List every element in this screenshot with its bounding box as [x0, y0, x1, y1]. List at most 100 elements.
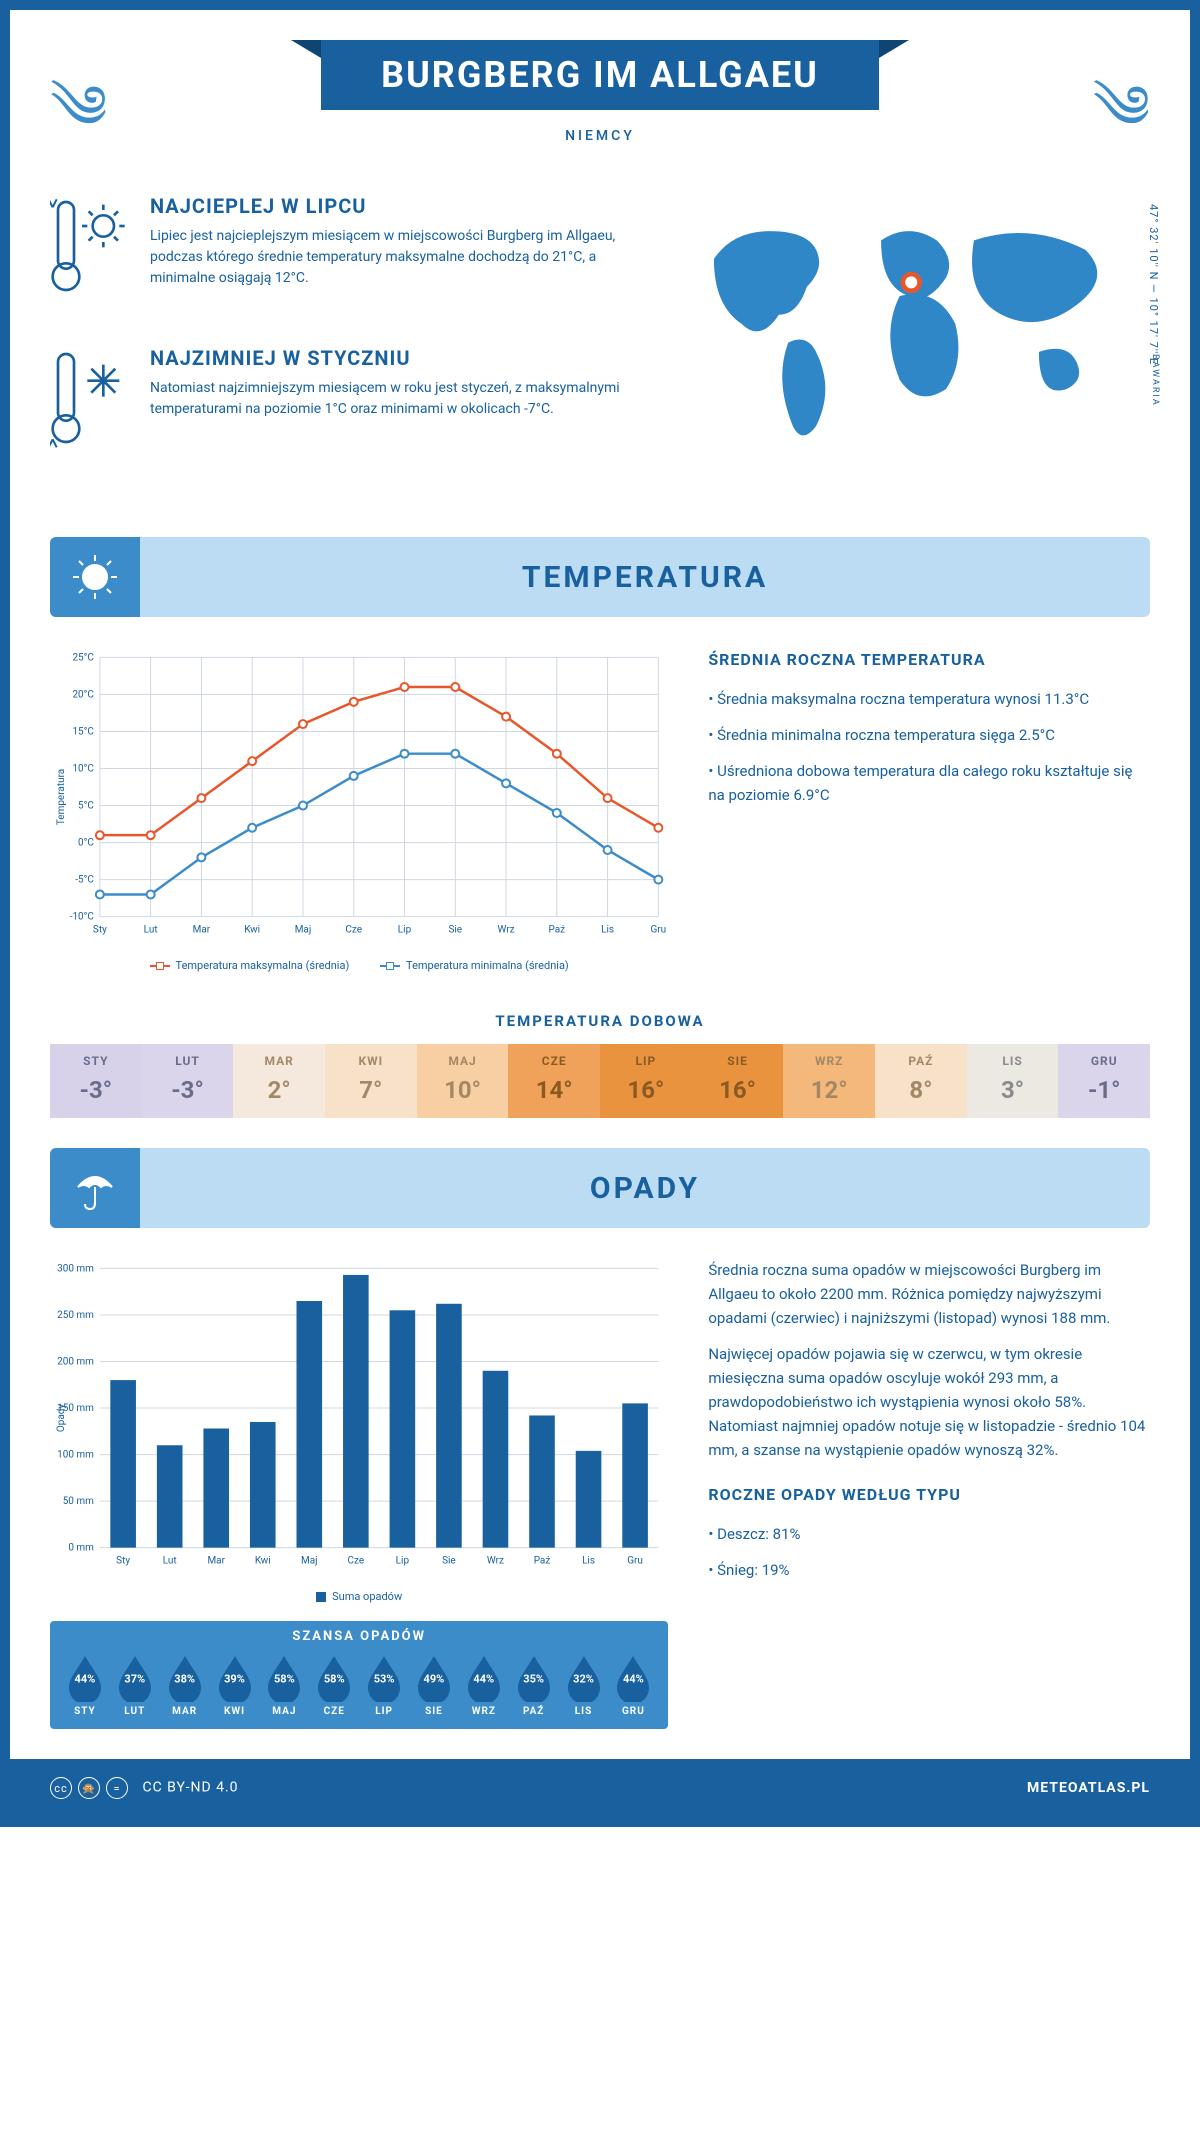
- svg-text:250 mm: 250 mm: [57, 1310, 94, 1321]
- svg-text:Wrz: Wrz: [487, 1556, 504, 1567]
- cold-fact-body: Natomiast najzimniejszym miesiącem w rok…: [150, 378, 628, 420]
- svg-text:Sty: Sty: [93, 925, 107, 936]
- wind-icon: ༄: [50, 40, 107, 209]
- daily-cell: WRZ12°: [783, 1044, 875, 1118]
- precip-title: OPADY: [140, 1171, 1150, 1206]
- daily-temp-grid: STY-3°LUT-3°MAR2°KWI7°MAJ10°CZE14°LIP16°…: [50, 1044, 1150, 1118]
- daily-temp-title: TEMPERATURA DOBOWA: [10, 1012, 1190, 1030]
- temperature-line-chart: -10°C -5°C 0°C 5°C 10°C 15°C 20°C 25°C Sty Lut Mar…: [50, 647, 668, 947]
- svg-text:Lut: Lut: [144, 925, 158, 936]
- temperature-title: TEMPERATURA: [140, 560, 1150, 595]
- chance-drop: 39%KWI: [210, 1654, 260, 1717]
- thermometer-snow-icon: [50, 346, 130, 468]
- svg-text:Mar: Mar: [207, 1556, 225, 1567]
- svg-text:Mar: Mar: [193, 925, 211, 936]
- svg-text:Lis: Lis: [582, 1556, 595, 1567]
- svg-text:Sty: Sty: [116, 1556, 130, 1567]
- cold-fact: NAJZIMNIEJ W STYCZNIU Natomiast najzimni…: [50, 346, 628, 468]
- svg-text:Opady: Opady: [56, 1404, 67, 1433]
- world-map: [668, 194, 1150, 454]
- facts-column: NAJCIEPLEJ W LIPCU Lipiec jest najcieple…: [50, 194, 628, 497]
- by-icon: 🙊: [78, 1777, 100, 1799]
- svg-text:0°C: 0°C: [78, 838, 94, 849]
- site-name: METEOATLAS.PL: [1027, 1780, 1150, 1796]
- svg-text:5°C: 5°C: [78, 801, 94, 812]
- coordinates: 47° 32' 10'' N — 10° 17' 7'' E: [1147, 204, 1160, 365]
- daily-cell: PAŹ8°: [875, 1044, 967, 1118]
- svg-text:15°C: 15°C: [72, 727, 94, 738]
- chance-title: SZANSA OPADÓW: [60, 1629, 658, 1644]
- svg-text:200 mm: 200 mm: [57, 1357, 94, 1368]
- daily-cell: CZE14°: [508, 1044, 600, 1118]
- svg-text:25°C: 25°C: [72, 653, 94, 664]
- chance-drop: 44%WRZ: [459, 1654, 509, 1717]
- chance-drop: 49%SIE: [409, 1654, 459, 1717]
- chance-drop: 58%MAJ: [259, 1654, 309, 1717]
- svg-text:Maj: Maj: [301, 1556, 318, 1567]
- temp-bullet: • Średnia minimalna roczna temperatura s…: [708, 723, 1150, 747]
- svg-text:Cze: Cze: [345, 925, 362, 936]
- daily-cell: MAJ10°: [417, 1044, 509, 1118]
- sun-icon: [50, 537, 140, 617]
- license-text: CC BY-ND 4.0: [142, 1780, 238, 1796]
- precip-p1: Średnia roczna suma opadów w miejscowośc…: [708, 1258, 1150, 1330]
- svg-text:Paź: Paź: [549, 925, 566, 936]
- svg-text:10°C: 10°C: [72, 764, 94, 775]
- temp-bullet: • Średnia maksymalna roczna temperatura …: [708, 687, 1150, 711]
- svg-text:Gru: Gru: [627, 1556, 643, 1567]
- precip-p2: Najwięcej opadów pojawia się w czerwcu, …: [708, 1342, 1150, 1462]
- precip-section-head: OPADY: [50, 1148, 1150, 1228]
- temp-summary-title: ŚREDNIA ROCZNA TEMPERATURA: [708, 647, 1150, 673]
- svg-text:Lip: Lip: [396, 1556, 410, 1567]
- page: ༄ BURGBERG IM ALLGAEU NIEMCY ༄ N: [0, 0, 1200, 1827]
- cold-fact-title: NAJZIMNIEJ W STYCZNIU: [150, 346, 628, 370]
- daily-cell: SIE16°: [692, 1044, 784, 1118]
- precip-bar-chart: 0 mm50 mm100 mm150 mm200 mm250 mm300 mmS…: [50, 1258, 668, 1578]
- precip-legend-label: Suma opadów: [332, 1590, 402, 1603]
- temperature-summary: ŚREDNIA ROCZNA TEMPERATURA • Średnia mak…: [708, 647, 1150, 972]
- map-column: 47° 32' 10'' N — 10° 17' 7'' E BAWARIA: [668, 194, 1150, 497]
- page-title: BURGBERG IM ALLGAEU: [321, 40, 879, 110]
- svg-text:Cze: Cze: [348, 1556, 365, 1567]
- svg-text:0 mm: 0 mm: [68, 1543, 94, 1554]
- legend-max-label: Temperatura maksymalna (średnia): [176, 959, 350, 972]
- temperature-legend: Temperatura maksymalna (średnia) Tempera…: [50, 959, 668, 972]
- legend-min-label: Temperatura minimalna (średnia): [406, 959, 569, 972]
- header: ༄ BURGBERG IM ALLGAEU NIEMCY ༄: [10, 10, 1190, 164]
- region-label: BAWARIA: [1150, 354, 1160, 407]
- chance-drop: 53%LIP: [359, 1654, 409, 1717]
- svg-text:-5°C: -5°C: [75, 875, 94, 886]
- chance-drop: 35%PAŹ: [509, 1654, 559, 1717]
- svg-text:-10°C: -10°C: [70, 912, 95, 923]
- temperature-chart-col: -10°C -5°C 0°C 5°C 10°C 15°C 20°C 25°C Sty Lut Mar…: [50, 647, 668, 972]
- umbrella-icon: [50, 1148, 140, 1228]
- temp-bullet: • Uśredniona dobowa temperatura dla całe…: [708, 759, 1150, 807]
- daily-cell: KWI7°: [325, 1044, 417, 1118]
- temperature-section-head: TEMPERATURA: [50, 537, 1150, 617]
- svg-text:Wrz: Wrz: [498, 925, 515, 936]
- chance-drop: 38%MAR: [160, 1654, 210, 1717]
- intro: NAJCIEPLEJ W LIPCU Lipiec jest najcieple…: [10, 164, 1190, 527]
- precip-legend: Suma opadów: [50, 1590, 668, 1603]
- precip-type-bullet: • Śnieg: 19%: [708, 1558, 1150, 1582]
- daily-cell: LIS3°: [967, 1044, 1059, 1118]
- daily-cell: LIP16°: [600, 1044, 692, 1118]
- hot-fact-body: Lipiec jest najcieplejszym miesiącem w m…: [150, 226, 628, 289]
- chance-drops: 44%STY37%LUT38%MAR39%KWI58%MAJ58%CZE53%L…: [60, 1654, 658, 1717]
- precip-chart-col: 0 mm50 mm100 mm150 mm200 mm250 mm300 mmS…: [50, 1258, 668, 1729]
- thermometer-sun-icon: [50, 194, 130, 316]
- daily-cell: MAR2°: [233, 1044, 325, 1118]
- nd-icon: =: [106, 1777, 128, 1799]
- hot-fact: NAJCIEPLEJ W LIPCU Lipiec jest najcieple…: [50, 194, 628, 316]
- svg-text:300 mm: 300 mm: [57, 1264, 94, 1275]
- hot-fact-title: NAJCIEPLEJ W LIPCU: [150, 194, 628, 218]
- daily-cell: STY-3°: [50, 1044, 142, 1118]
- wind-icon: ༄: [1093, 40, 1150, 209]
- svg-text:Lip: Lip: [398, 925, 412, 936]
- svg-text:100 mm: 100 mm: [57, 1450, 94, 1461]
- temperature-body: -10°C -5°C 0°C 5°C 10°C 15°C 20°C 25°C Sty Lut Mar…: [10, 617, 1190, 1002]
- chance-drop: 58%CZE: [309, 1654, 359, 1717]
- page-subtitle: NIEMCY: [10, 128, 1190, 144]
- daily-cell: GRU-1°: [1058, 1044, 1150, 1118]
- svg-text:20°C: 20°C: [72, 690, 94, 701]
